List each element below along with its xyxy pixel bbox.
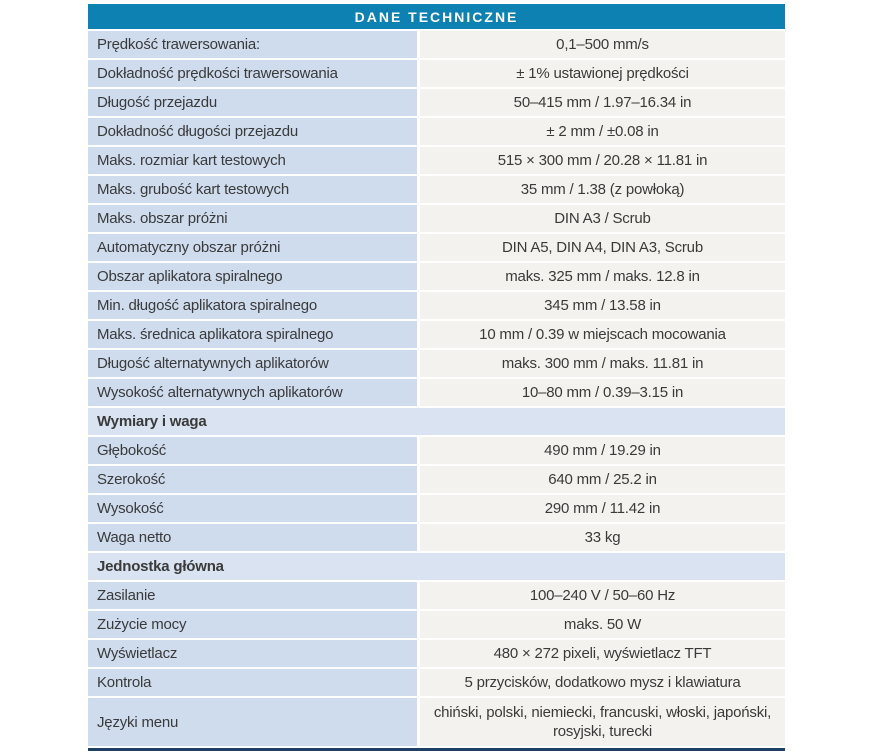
row-label: Języki menu — [88, 698, 417, 746]
row-label: Maks. obszar próżni — [88, 205, 417, 232]
table-row: Dokładność długości przejazdu ± 2 mm / ±… — [88, 118, 785, 145]
row-label: Wysokość — [88, 495, 417, 522]
row-value: 480 × 272 pixeli, wyświetlacz TFT — [420, 640, 785, 667]
table-row: Wysokość 290 mm / 11.42 in — [88, 495, 785, 522]
row-value: 100–240 V / 50–60 Hz — [420, 582, 785, 609]
row-value: 35 mm / 1.38 (z powłoką) — [420, 176, 785, 203]
row-label: Zasilanie — [88, 582, 417, 609]
technical-data-table: DANE TECHNICZNE Prędkość trawersowania: … — [88, 4, 785, 751]
table-row: Wyświetlacz 480 × 272 pixeli, wyświetlac… — [88, 640, 785, 667]
table-row: Zasilanie 100–240 V / 50–60 Hz — [88, 582, 785, 609]
row-value: maks. 300 mm / maks. 11.81 in — [420, 350, 785, 377]
row-label: Wysokość alternatywnych aplikatorów — [88, 379, 417, 406]
row-value: 10 mm / 0.39 w miejscach mocowania — [420, 321, 785, 348]
row-value: maks. 50 W — [420, 611, 785, 638]
row-label: Zużycie mocy — [88, 611, 417, 638]
table-row: Długość przejazdu 50–415 mm / 1.97–16.34… — [88, 89, 785, 116]
row-value: 345 mm / 13.58 in — [420, 292, 785, 319]
row-label: Automatyczny obszar próżni — [88, 234, 417, 261]
table-row: Dokładność prędkości trawersowania ± 1% … — [88, 60, 785, 87]
row-label: Długość przejazdu — [88, 89, 417, 116]
row-label: Waga netto — [88, 524, 417, 551]
table-row: Maks. obszar próżni DIN A3 / Scrub — [88, 205, 785, 232]
row-value: 50–415 mm / 1.97–16.34 in — [420, 89, 785, 116]
row-label: Długość alternatywnych aplikatorów — [88, 350, 417, 377]
table-row: Prędkość trawersowania: 0,1–500 mm/s — [88, 31, 785, 58]
row-value: maks. 325 mm / maks. 12.8 in — [420, 263, 785, 290]
row-label: Kontrola — [88, 669, 417, 696]
row-value: 33 kg — [420, 524, 785, 551]
row-label: Dokładność prędkości trawersowania — [88, 60, 417, 87]
table-row: Waga netto 33 kg — [88, 524, 785, 551]
section-header-dimensions-weight: Wymiary i waga — [88, 408, 785, 435]
row-label: Dokładność długości przejazdu — [88, 118, 417, 145]
table-row: Szerokość 640 mm / 25.2 in — [88, 466, 785, 493]
table-row: Języki menu chiński, polski, niemiecki, … — [88, 698, 785, 746]
row-value: 290 mm / 11.42 in — [420, 495, 785, 522]
table-row: Maks. grubość kart testowych 35 mm / 1.3… — [88, 176, 785, 203]
table-row: Maks. rozmiar kart testowych 515 × 300 m… — [88, 147, 785, 174]
row-value: 5 przycisków, dodatkowo mysz i klawiatur… — [420, 669, 785, 696]
row-label: Głębokość — [88, 437, 417, 464]
row-value: DIN A5, DIN A4, DIN A3, Scrub — [420, 234, 785, 261]
row-value: ± 2 mm / ±0.08 in — [420, 118, 785, 145]
row-value: chiński, polski, niemiecki, francuski, w… — [420, 698, 785, 746]
table-row: Głębokość 490 mm / 19.29 in — [88, 437, 785, 464]
row-label: Prędkość trawersowania: — [88, 31, 417, 58]
row-value: ± 1% ustawionej prędkości — [420, 60, 785, 87]
row-value: 10–80 mm / 0.39–3.15 in — [420, 379, 785, 406]
row-value: 640 mm / 25.2 in — [420, 466, 785, 493]
row-label: Maks. rozmiar kart testowych — [88, 147, 417, 174]
table-header: DANE TECHNICZNE — [88, 4, 785, 29]
row-label: Maks. grubość kart testowych — [88, 176, 417, 203]
section-header-main-unit: Jednostka główna — [88, 553, 785, 580]
section-title: Jednostka główna — [97, 558, 224, 575]
row-value: 490 mm / 19.29 in — [420, 437, 785, 464]
section-title: Wymiary i waga — [97, 413, 207, 430]
table-row: Maks. średnica aplikatora spiralnego 10 … — [88, 321, 785, 348]
table-row: Min. długość aplikatora spiralnego 345 m… — [88, 292, 785, 319]
row-label: Min. długość aplikatora spiralnego — [88, 292, 417, 319]
row-label: Maks. średnica aplikatora spiralnego — [88, 321, 417, 348]
table-row: Zużycie mocy maks. 50 W — [88, 611, 785, 638]
row-value: 0,1–500 mm/s — [420, 31, 785, 58]
table-row: Obszar aplikatora spiralnego maks. 325 m… — [88, 263, 785, 290]
table-row: Kontrola 5 przycisków, dodatkowo mysz i … — [88, 669, 785, 696]
row-value: 515 × 300 mm / 20.28 × 11.81 in — [420, 147, 785, 174]
table-row: Automatyczny obszar próżni DIN A5, DIN A… — [88, 234, 785, 261]
row-label: Szerokość — [88, 466, 417, 493]
row-label: Wyświetlacz — [88, 640, 417, 667]
table-row: Długość alternatywnych aplikatorów maks.… — [88, 350, 785, 377]
table-row: Wysokość alternatywnych aplikatorów 10–8… — [88, 379, 785, 406]
row-value: DIN A3 / Scrub — [420, 205, 785, 232]
table-title: DANE TECHNICZNE — [354, 8, 519, 25]
row-label: Obszar aplikatora spiralnego — [88, 263, 417, 290]
